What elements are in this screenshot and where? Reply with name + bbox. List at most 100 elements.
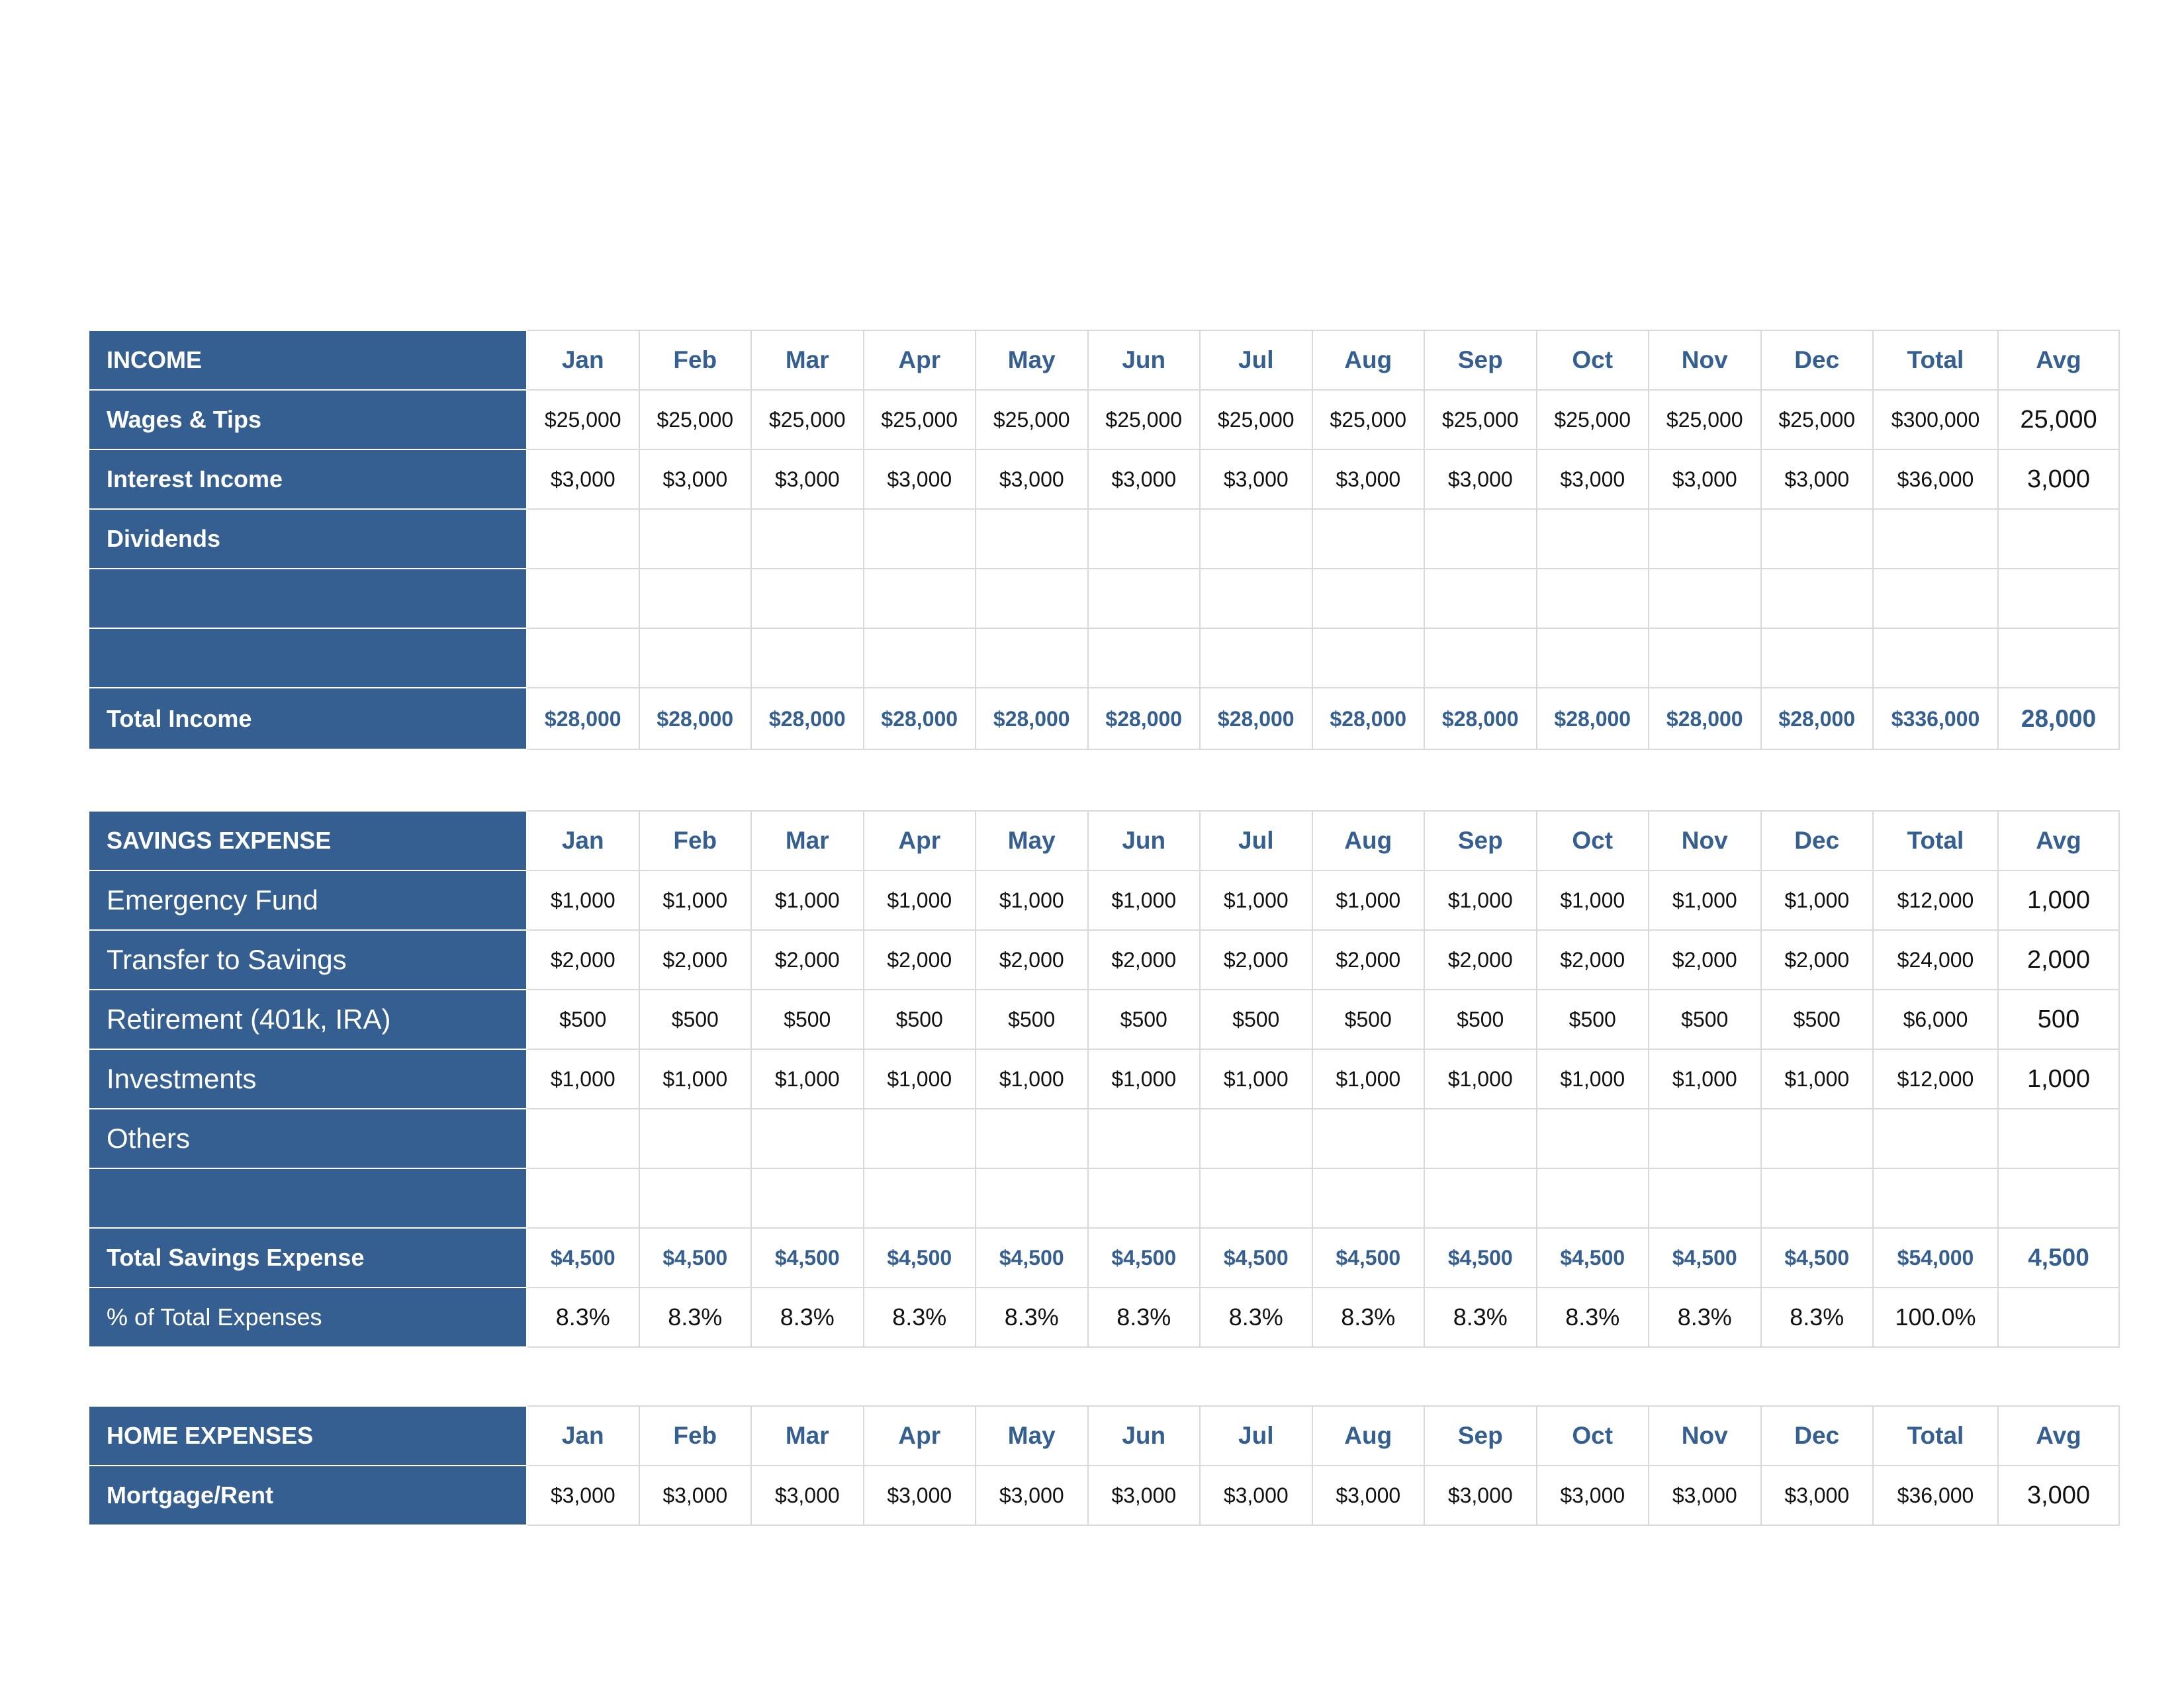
cell-jul[interactable]: $3,000 bbox=[1199, 1465, 1313, 1526]
cell-dec[interactable]: $1,000 bbox=[1760, 1049, 1874, 1109]
percent-cell-aug[interactable]: 8.3% bbox=[1311, 1287, 1425, 1348]
cell-mar[interactable]: $1,000 bbox=[751, 870, 864, 931]
total-cell-jun[interactable]: $4,500 bbox=[1087, 1227, 1201, 1288]
cell-jul[interactable]: $500 bbox=[1199, 989, 1313, 1050]
cell-nov[interactable] bbox=[1648, 508, 1762, 569]
cell-jul[interactable] bbox=[1199, 1168, 1313, 1229]
total-cell-jul[interactable]: $28,000 bbox=[1199, 687, 1313, 750]
cell-jun[interactable] bbox=[1087, 1108, 1201, 1169]
cell-may[interactable]: $500 bbox=[975, 989, 1089, 1050]
cell-mar[interactable]: $3,000 bbox=[751, 449, 864, 510]
cell-may[interactable]: $1,000 bbox=[975, 1049, 1089, 1109]
cell-jun[interactable] bbox=[1087, 568, 1201, 629]
cell-avg[interactable]: 1,000 bbox=[1997, 1049, 2120, 1109]
cell-jun[interactable]: $1,000 bbox=[1087, 870, 1201, 931]
cell-may[interactable]: $2,000 bbox=[975, 929, 1089, 990]
total-cell-oct[interactable]: $28,000 bbox=[1535, 687, 1649, 750]
total-cell-may[interactable]: $4,500 bbox=[975, 1227, 1089, 1288]
cell-avg[interactable]: 1,000 bbox=[1997, 870, 2120, 931]
cell-oct[interactable]: $25,000 bbox=[1535, 389, 1649, 450]
cell-oct[interactable]: $1,000 bbox=[1535, 870, 1649, 931]
total-cell-total[interactable]: $336,000 bbox=[1872, 687, 1999, 750]
cell-jan[interactable] bbox=[526, 568, 640, 629]
cell-may[interactable] bbox=[975, 1168, 1089, 1229]
total-cell-dec[interactable]: $4,500 bbox=[1760, 1227, 1874, 1288]
total-cell-mar[interactable]: $4,500 bbox=[751, 1227, 864, 1288]
cell-apr[interactable]: $25,000 bbox=[862, 389, 976, 450]
cell-may[interactable] bbox=[975, 568, 1089, 629]
cell-oct[interactable] bbox=[1535, 508, 1649, 569]
cell-aug[interactable]: $1,000 bbox=[1311, 870, 1425, 931]
cell-sep[interactable]: $25,000 bbox=[1424, 389, 1537, 450]
cell-jun[interactable] bbox=[1087, 508, 1201, 569]
cell-aug[interactable] bbox=[1311, 628, 1425, 688]
cell-avg[interactable]: 2,000 bbox=[1997, 929, 2120, 990]
cell-jul[interactable]: $3,000 bbox=[1199, 449, 1313, 510]
cell-total[interactable]: $24,000 bbox=[1872, 929, 1999, 990]
cell-jul[interactable]: $1,000 bbox=[1199, 1049, 1313, 1109]
cell-apr[interactable] bbox=[862, 628, 976, 688]
cell-feb[interactable]: $1,000 bbox=[638, 870, 752, 931]
percent-cell-jul[interactable]: 8.3% bbox=[1199, 1287, 1313, 1348]
cell-nov[interactable] bbox=[1648, 568, 1762, 629]
cell-aug[interactable] bbox=[1311, 1168, 1425, 1229]
cell-feb[interactable] bbox=[638, 1108, 752, 1169]
cell-nov[interactable]: $3,000 bbox=[1648, 449, 1762, 510]
cell-sep[interactable] bbox=[1424, 1108, 1537, 1169]
cell-avg[interactable] bbox=[1997, 568, 2120, 629]
total-cell-avg[interactable]: 28,000 bbox=[1997, 687, 2120, 750]
percent-cell-apr[interactable]: 8.3% bbox=[862, 1287, 976, 1348]
cell-aug[interactable]: $3,000 bbox=[1311, 1465, 1425, 1526]
cell-jul[interactable] bbox=[1199, 628, 1313, 688]
percent-cell-oct[interactable]: 8.3% bbox=[1535, 1287, 1649, 1348]
cell-feb[interactable] bbox=[638, 1168, 752, 1229]
cell-apr[interactable]: $500 bbox=[862, 989, 976, 1050]
total-cell-jan[interactable]: $28,000 bbox=[526, 687, 640, 750]
cell-dec[interactable]: $25,000 bbox=[1760, 389, 1874, 450]
cell-feb[interactable]: $3,000 bbox=[638, 1465, 752, 1526]
cell-total[interactable]: $12,000 bbox=[1872, 1049, 1999, 1109]
total-cell-dec[interactable]: $28,000 bbox=[1760, 687, 1874, 750]
cell-apr[interactable] bbox=[862, 1168, 976, 1229]
cell-mar[interactable] bbox=[751, 568, 864, 629]
percent-cell-avg[interactable] bbox=[1997, 1287, 2120, 1348]
percent-cell-dec[interactable]: 8.3% bbox=[1760, 1287, 1874, 1348]
cell-oct[interactable] bbox=[1535, 1168, 1649, 1229]
cell-jun[interactable] bbox=[1087, 628, 1201, 688]
cell-nov[interactable]: $500 bbox=[1648, 989, 1762, 1050]
cell-jul[interactable]: $25,000 bbox=[1199, 389, 1313, 450]
cell-apr[interactable]: $2,000 bbox=[862, 929, 976, 990]
percent-cell-jan[interactable]: 8.3% bbox=[526, 1287, 640, 1348]
cell-apr[interactable]: $1,000 bbox=[862, 1049, 976, 1109]
cell-jun[interactable]: $1,000 bbox=[1087, 1049, 1201, 1109]
cell-dec[interactable] bbox=[1760, 568, 1874, 629]
total-cell-oct[interactable]: $4,500 bbox=[1535, 1227, 1649, 1288]
cell-mar[interactable]: $500 bbox=[751, 989, 864, 1050]
cell-jun[interactable] bbox=[1087, 1168, 1201, 1229]
cell-total[interactable]: $12,000 bbox=[1872, 870, 1999, 931]
cell-nov[interactable] bbox=[1648, 1168, 1762, 1229]
cell-jan[interactable]: $3,000 bbox=[526, 1465, 640, 1526]
cell-total[interactable] bbox=[1872, 1108, 1999, 1169]
cell-sep[interactable] bbox=[1424, 568, 1537, 629]
cell-feb[interactable]: $3,000 bbox=[638, 449, 752, 510]
total-cell-jan[interactable]: $4,500 bbox=[526, 1227, 640, 1288]
cell-may[interactable] bbox=[975, 628, 1089, 688]
cell-aug[interactable] bbox=[1311, 508, 1425, 569]
cell-jun[interactable]: $500 bbox=[1087, 989, 1201, 1050]
cell-dec[interactable]: $3,000 bbox=[1760, 1465, 1874, 1526]
total-cell-apr[interactable]: $28,000 bbox=[862, 687, 976, 750]
cell-mar[interactable]: $3,000 bbox=[751, 1465, 864, 1526]
cell-dec[interactable]: $1,000 bbox=[1760, 870, 1874, 931]
cell-total[interactable] bbox=[1872, 628, 1999, 688]
cell-aug[interactable]: $25,000 bbox=[1311, 389, 1425, 450]
cell-oct[interactable] bbox=[1535, 1108, 1649, 1169]
total-cell-aug[interactable]: $4,500 bbox=[1311, 1227, 1425, 1288]
cell-apr[interactable]: $3,000 bbox=[862, 1465, 976, 1526]
cell-may[interactable]: $3,000 bbox=[975, 1465, 1089, 1526]
cell-sep[interactable]: $3,000 bbox=[1424, 449, 1537, 510]
cell-nov[interactable]: $2,000 bbox=[1648, 929, 1762, 990]
cell-avg[interactable] bbox=[1997, 1168, 2120, 1229]
total-cell-sep[interactable]: $28,000 bbox=[1424, 687, 1537, 750]
total-cell-nov[interactable]: $28,000 bbox=[1648, 687, 1762, 750]
